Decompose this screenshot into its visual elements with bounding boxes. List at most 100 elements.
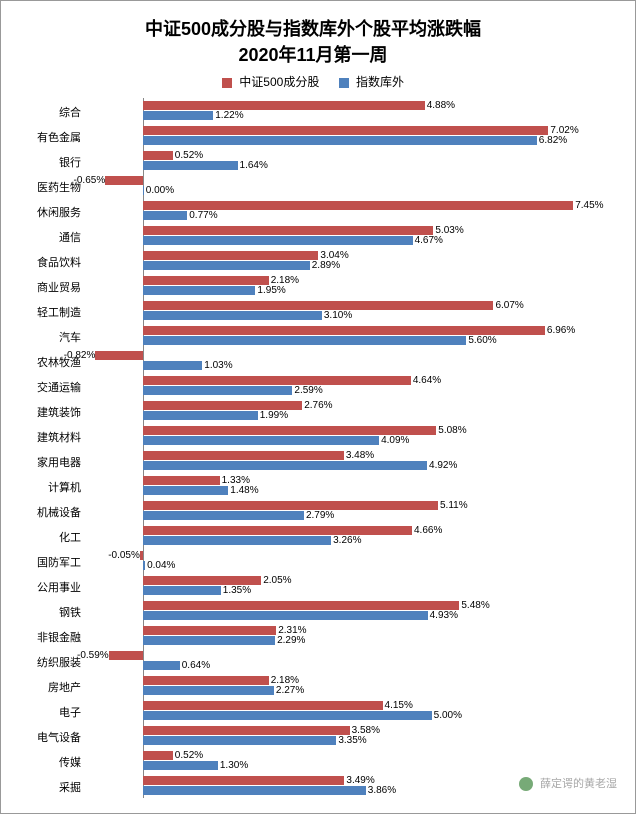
category-label: 钢铁 — [13, 604, 85, 620]
category-row: 计算机1.33%1.48% — [85, 473, 605, 498]
bar-s1: 6.07% — [143, 301, 494, 310]
bar-s1: 2.18% — [143, 676, 269, 685]
bar-value-label: 2.59% — [292, 385, 322, 396]
category-row: 农林牧渔-0.82%1.03% — [85, 348, 605, 373]
category-row: 国防军工-0.05%0.04% — [85, 548, 605, 573]
bar-s1: 2.31% — [143, 626, 276, 635]
bar-value-label: 4.15% — [383, 700, 413, 711]
plot-area: 综合4.88%1.22%有色金属7.02%6.82%银行0.52%1.64%医药… — [85, 98, 605, 798]
category-row: 汽车6.96%5.60% — [85, 323, 605, 348]
category-row: 电子4.15%5.00% — [85, 698, 605, 723]
bar-value-label: 7.45% — [573, 200, 603, 211]
bar-s2: 1.95% — [143, 286, 256, 295]
bar-value-label: 2.76% — [302, 400, 332, 411]
category-row: 非银金融2.31%2.29% — [85, 623, 605, 648]
category-row: 银行0.52%1.64% — [85, 148, 605, 173]
bar-value-label: -0.59% — [77, 650, 109, 661]
bar-s1: 3.58% — [143, 726, 350, 735]
bar-value-label: 2.29% — [275, 635, 305, 646]
bar-s1: -0.59% — [109, 651, 143, 660]
bar-value-label: 1.64% — [238, 160, 268, 171]
bar-value-label: 5.00% — [432, 710, 462, 721]
bar-s2: 1.30% — [143, 761, 218, 770]
bar-s2: 1.64% — [143, 161, 238, 170]
bar-s2: 4.93% — [143, 611, 428, 620]
legend-item-s2: 指数库外 — [339, 73, 404, 90]
category-row: 商业贸易2.18%1.95% — [85, 273, 605, 298]
category-row: 食品饮料3.04%2.89% — [85, 248, 605, 273]
legend-swatch-s1 — [222, 78, 232, 88]
bar-value-label: -0.82% — [64, 350, 96, 361]
category-label: 非银金融 — [13, 629, 85, 645]
bar-s2: 4.92% — [143, 461, 427, 470]
legend-item-s1: 中证500成分股 — [222, 73, 319, 90]
bar-s2: 1.22% — [143, 111, 213, 120]
bar-s2: 1.35% — [143, 586, 221, 595]
bar-value-label: 5.11% — [438, 500, 468, 511]
category-row: 纺织服装-0.59%0.64% — [85, 648, 605, 673]
bar-s2: 5.60% — [143, 336, 467, 345]
bar-value-label: 1.30% — [218, 760, 248, 771]
bar-s1: 2.05% — [143, 576, 261, 585]
watermark-icon — [519, 777, 533, 791]
bar-value-label: 6.96% — [545, 325, 575, 336]
category-label: 纺织服装 — [13, 654, 85, 670]
bar-s1: -0.05% — [140, 551, 143, 560]
bar-s1: 7.02% — [143, 126, 549, 135]
bar-s2: 2.89% — [143, 261, 310, 270]
bar-s2: 2.27% — [143, 686, 274, 695]
bar-value-label: 3.48% — [344, 450, 374, 461]
legend: 中证500成分股 指数库外 — [11, 73, 615, 90]
bar-s1: 5.48% — [143, 601, 460, 610]
category-label: 机械设备 — [13, 504, 85, 520]
legend-label-s1: 中证500成分股 — [239, 75, 319, 89]
bar-s2: 4.09% — [143, 436, 379, 445]
bar-s1: 3.49% — [143, 776, 345, 785]
bar-value-label: 2.27% — [274, 685, 304, 696]
bar-s2: 1.48% — [143, 486, 229, 495]
bar-s1: 2.76% — [143, 401, 302, 410]
category-label: 通信 — [13, 229, 85, 245]
bar-s2: 2.29% — [143, 636, 275, 645]
bar-s1: 3.48% — [143, 451, 344, 460]
bar-value-label: 0.64% — [180, 660, 210, 671]
bar-s1: 4.66% — [143, 526, 412, 535]
bar-value-label: 0.52% — [173, 750, 203, 761]
category-row: 轻工制造6.07%3.10% — [85, 298, 605, 323]
bar-value-label: 3.86% — [366, 785, 396, 796]
bar-value-label: 1.95% — [255, 285, 285, 296]
bar-value-label: 2.79% — [304, 510, 334, 521]
watermark-text: 薛定谔的黄老湿 — [540, 778, 617, 790]
category-row: 有色金属7.02%6.82% — [85, 123, 605, 148]
bar-value-label: 2.89% — [310, 260, 340, 271]
bar-s2: 4.67% — [143, 236, 413, 245]
bar-value-label: 0.04% — [145, 560, 175, 571]
category-label: 化工 — [13, 529, 85, 545]
bar-s2: 3.35% — [143, 736, 337, 745]
bar-s1: 4.64% — [143, 376, 411, 385]
category-row: 家用电器3.48%4.92% — [85, 448, 605, 473]
bar-s1: 0.52% — [143, 151, 173, 160]
category-row: 房地产2.18%2.27% — [85, 673, 605, 698]
bar-value-label: 4.66% — [412, 525, 442, 536]
bar-value-label: 4.64% — [411, 375, 441, 386]
bar-s1: 5.08% — [143, 426, 437, 435]
bar-value-label: 5.48% — [459, 600, 489, 611]
bar-value-label: 3.35% — [336, 735, 366, 746]
bar-s2: 5.00% — [143, 711, 432, 720]
category-row: 综合4.88%1.22% — [85, 98, 605, 123]
bar-value-label: 6.82% — [537, 135, 567, 146]
bar-value-label: 4.92% — [427, 460, 457, 471]
bar-s2: 2.59% — [143, 386, 293, 395]
bar-value-label: 2.05% — [261, 575, 291, 586]
category-label: 食品饮料 — [13, 254, 85, 270]
bar-value-label: 0.00% — [144, 185, 174, 196]
category-row: 建筑装饰2.76%1.99% — [85, 398, 605, 423]
bar-s2: 6.82% — [143, 136, 537, 145]
bar-s2: 3.10% — [143, 311, 322, 320]
bar-value-label: 4.93% — [428, 610, 458, 621]
category-label: 传媒 — [13, 754, 85, 770]
bar-value-label: 0.77% — [187, 210, 217, 221]
bar-value-label: 5.60% — [466, 335, 496, 346]
chart-title-line1: 中证500成分股与指数库外个股平均涨跌幅 — [11, 15, 615, 41]
